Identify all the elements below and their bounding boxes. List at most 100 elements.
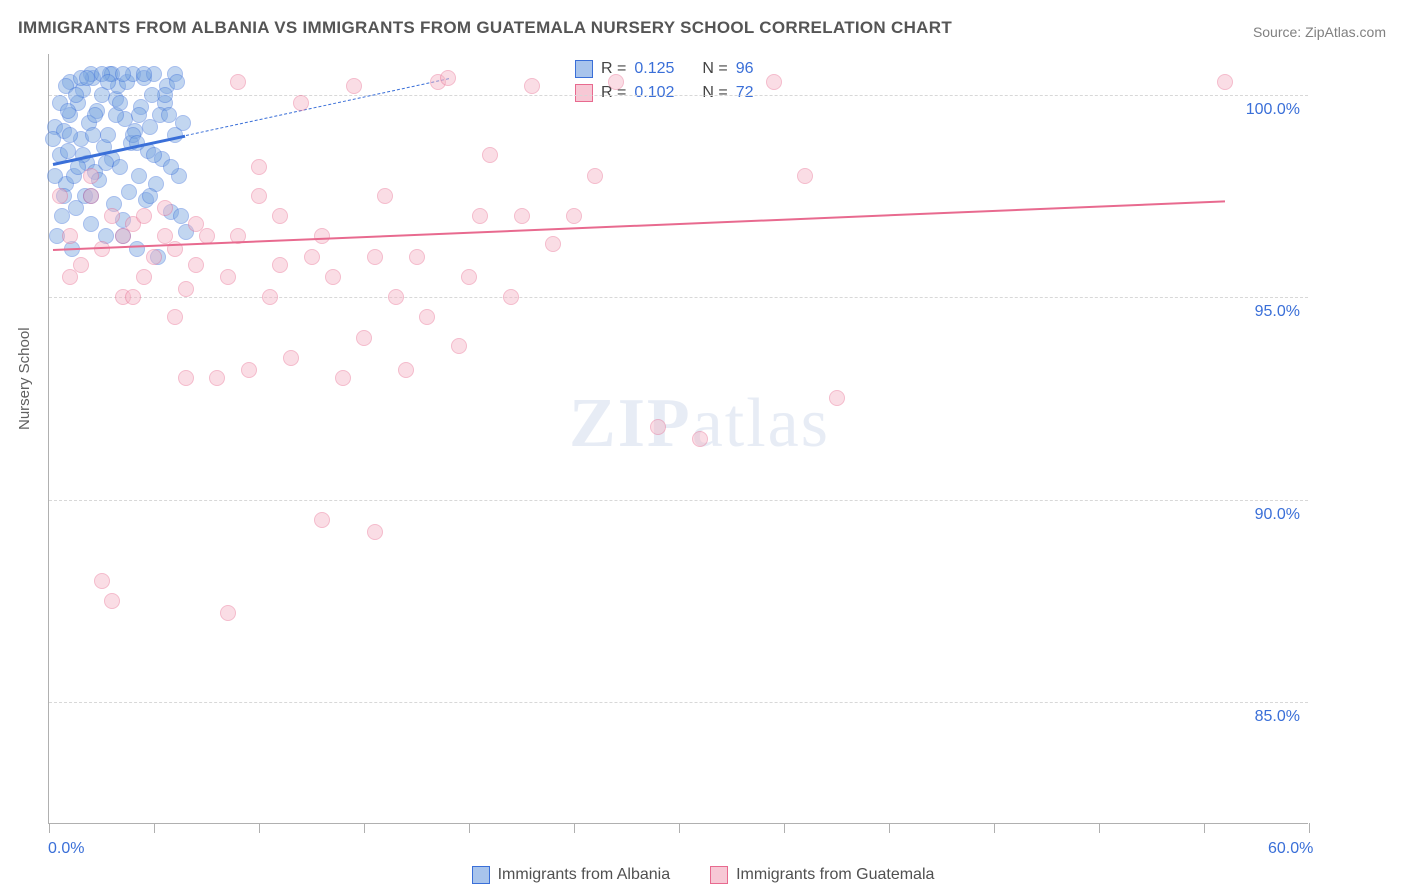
data-point xyxy=(112,159,128,175)
data-point xyxy=(409,249,425,265)
trend-line xyxy=(53,200,1225,251)
data-point xyxy=(83,216,99,232)
x-tick xyxy=(679,823,680,833)
data-point xyxy=(83,168,99,184)
data-point xyxy=(169,74,185,90)
data-point xyxy=(314,228,330,244)
legend-item: Immigrants from Albania xyxy=(472,866,671,884)
data-point xyxy=(766,74,782,90)
data-point xyxy=(142,188,158,204)
data-point xyxy=(60,103,76,119)
data-point xyxy=(131,168,147,184)
data-point xyxy=(178,370,194,386)
y-tick-label: 90.0% xyxy=(1255,506,1300,524)
legend-bottom: Immigrants from Albania Immigrants from G… xyxy=(0,866,1406,884)
data-point xyxy=(68,87,84,103)
data-point xyxy=(94,573,110,589)
watermark: ZIPatlas xyxy=(569,384,830,464)
data-point xyxy=(829,390,845,406)
x-tick-label: 60.0% xyxy=(1268,840,1313,858)
x-tick xyxy=(469,823,470,833)
watermark-zip: ZIP xyxy=(569,385,692,462)
plot-area: ZIPatlas R =0.125N =96R =0.102N =72 85.0… xyxy=(48,54,1308,824)
data-point xyxy=(188,216,204,232)
data-point xyxy=(251,188,267,204)
data-point xyxy=(54,208,70,224)
data-point xyxy=(1217,74,1233,90)
legend-stats: R =0.125N =96R =0.102N =72 xyxy=(569,58,760,104)
data-point xyxy=(377,188,393,204)
data-point xyxy=(157,200,173,216)
data-point xyxy=(85,127,101,143)
legend-swatch xyxy=(575,84,593,102)
data-point xyxy=(440,70,456,86)
legend-r-value: 0.125 xyxy=(634,60,674,78)
data-point xyxy=(47,168,63,184)
data-point xyxy=(146,147,162,163)
legend-n-label: N = xyxy=(702,60,727,78)
data-point xyxy=(608,74,624,90)
legend-n-label: N = xyxy=(702,84,727,102)
data-point xyxy=(482,147,498,163)
data-point xyxy=(220,605,236,621)
x-tick xyxy=(1099,823,1100,833)
data-point xyxy=(136,269,152,285)
x-tick xyxy=(154,823,155,833)
y-axis-label: Nursery School xyxy=(16,327,33,430)
x-tick xyxy=(994,823,995,833)
data-point xyxy=(451,338,467,354)
legend-label: Immigrants from Albania xyxy=(498,866,671,884)
data-point xyxy=(115,66,131,82)
gridline-h xyxy=(49,95,1308,96)
x-tick xyxy=(1204,823,1205,833)
y-tick-label: 95.0% xyxy=(1255,303,1300,321)
data-point xyxy=(163,159,179,175)
data-point xyxy=(79,70,95,86)
data-point xyxy=(524,78,540,94)
data-point xyxy=(335,370,351,386)
legend-n-value: 96 xyxy=(736,60,754,78)
x-tick xyxy=(364,823,365,833)
data-point xyxy=(388,289,404,305)
data-point xyxy=(144,87,160,103)
data-point xyxy=(104,593,120,609)
legend-swatch xyxy=(472,866,490,884)
data-point xyxy=(62,127,78,143)
legend-swatch xyxy=(575,60,593,78)
data-point xyxy=(692,431,708,447)
data-point xyxy=(419,309,435,325)
x-tick xyxy=(49,823,50,833)
data-point xyxy=(230,74,246,90)
data-point xyxy=(367,249,383,265)
trend-line xyxy=(185,78,448,136)
data-point xyxy=(325,269,341,285)
x-tick xyxy=(889,823,890,833)
data-point xyxy=(262,289,278,305)
data-point xyxy=(52,188,68,204)
data-point xyxy=(587,168,603,184)
gridline-h xyxy=(49,702,1308,703)
y-tick-label: 85.0% xyxy=(1255,708,1300,726)
data-point xyxy=(503,289,519,305)
watermark-atlas: atlas xyxy=(692,385,830,462)
data-point xyxy=(346,78,362,94)
data-point xyxy=(104,208,120,224)
data-point xyxy=(356,330,372,346)
data-point xyxy=(62,228,78,244)
legend-item: Immigrants from Guatemala xyxy=(710,866,934,884)
data-point xyxy=(115,228,131,244)
data-point xyxy=(545,236,561,252)
data-point xyxy=(220,269,236,285)
data-point xyxy=(136,208,152,224)
data-point xyxy=(283,350,299,366)
legend-stat-row: R =0.102N =72 xyxy=(575,84,754,102)
data-point xyxy=(178,281,194,297)
data-point xyxy=(461,269,477,285)
data-point xyxy=(272,257,288,273)
gridline-h xyxy=(49,297,1308,298)
data-point xyxy=(121,184,137,200)
x-tick xyxy=(574,823,575,833)
data-point xyxy=(131,107,147,123)
data-point xyxy=(241,362,257,378)
x-tick-label: 0.0% xyxy=(48,840,84,858)
